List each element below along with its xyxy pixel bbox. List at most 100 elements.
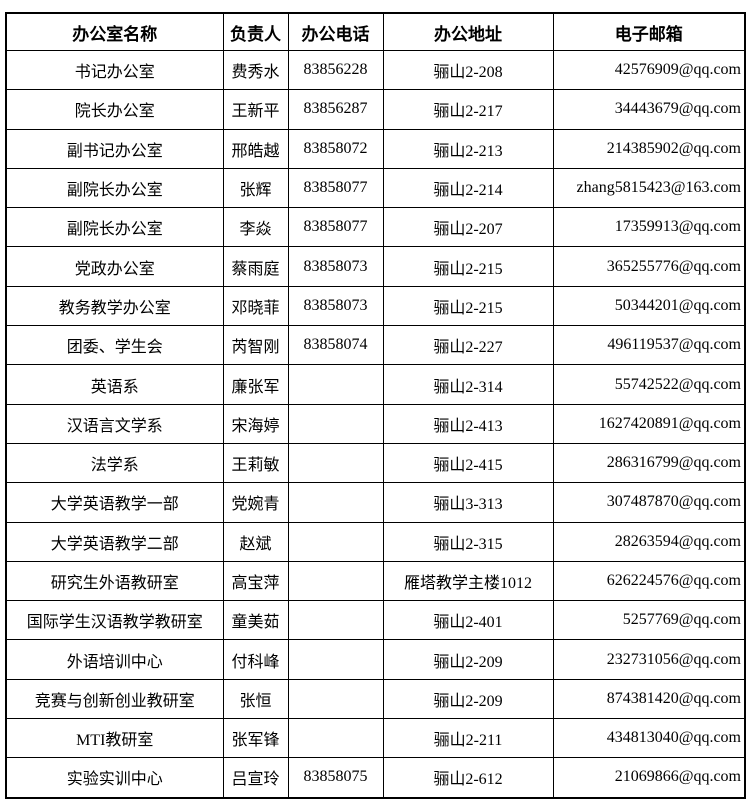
office-name-cell: 副书记办公室 bbox=[5, 128, 224, 169]
table-row: 党政办公室 蔡雨庭 83858073 骊山2-215 365255776@qq.com bbox=[5, 246, 746, 287]
address-cell: 骊山2-209 bbox=[382, 678, 554, 720]
address-cell: 骊山2-413 bbox=[382, 403, 554, 444]
person-cell: 童美茹 bbox=[222, 600, 289, 641]
address-cell: 骊山2-415 bbox=[382, 442, 554, 484]
email-cell: 214385902@qq.com bbox=[552, 128, 746, 169]
person-cell: 王莉敏 bbox=[222, 442, 289, 484]
table-row: 教务教学办公室 邓晓菲 83858073 骊山2-215 50344201@qq.com bbox=[5, 285, 746, 327]
office-name-cell: MTI教研室 bbox=[5, 718, 224, 759]
email-cell: 286316799@qq.com bbox=[552, 442, 746, 484]
office-name-cell: 大学英语教学二部 bbox=[5, 521, 224, 562]
email-cell: 434813040@qq.com bbox=[552, 718, 746, 759]
address-cell: 雁塔教学主楼1012 bbox=[382, 560, 554, 602]
office-name-cell: 教务教学办公室 bbox=[5, 285, 224, 327]
person-cell: 张恒 bbox=[222, 678, 289, 720]
table-row: 竞赛与创新创业教研室 张恒 骊山2-209 874381420@qq.com bbox=[5, 678, 746, 720]
person-cell: 廉张军 bbox=[222, 364, 289, 405]
table-row: 副书记办公室 邢皓越 83858072 骊山2-213 214385902@qq.com bbox=[5, 128, 746, 169]
person-cell: 张辉 bbox=[222, 167, 289, 209]
phone-cell bbox=[287, 678, 384, 720]
phone-cell: 83858077 bbox=[287, 207, 384, 248]
table-row: 副院长办公室 李焱 83858077 骊山2-207 17359913@qq.com bbox=[5, 207, 746, 248]
table-row: 大学英语教学一部 党婉青 骊山3-313 307487870@qq.com bbox=[5, 482, 746, 523]
office-name-cell: 党政办公室 bbox=[5, 246, 224, 287]
email-cell: 50344201@qq.com bbox=[552, 285, 746, 327]
phone-cell: 83858072 bbox=[287, 128, 384, 169]
address-cell: 骊山2-207 bbox=[382, 207, 554, 248]
address-cell: 骊山2-214 bbox=[382, 167, 554, 209]
address-cell: 骊山2-315 bbox=[382, 521, 554, 562]
phone-cell bbox=[287, 442, 384, 484]
email-cell: 626224576@qq.com bbox=[552, 560, 746, 602]
person-cell: 党婉青 bbox=[222, 482, 289, 523]
email-cell: 55742522@qq.com bbox=[552, 364, 746, 405]
phone-cell: 83858073 bbox=[287, 246, 384, 287]
office-name-cell: 书记办公室 bbox=[5, 49, 224, 91]
phone-cell bbox=[287, 482, 384, 523]
table-row: 国际学生汉语教学教研室 童美茹 骊山2-401 5257769@qq.com bbox=[5, 600, 746, 641]
table-row: 院长办公室 王新平 83856287 骊山2-217 34443679@qq.com bbox=[5, 89, 746, 130]
person-cell: 高宝萍 bbox=[222, 560, 289, 602]
office-contact-table: 办公室名称 负责人 办公电话 办公地址 电子邮箱 书记办公室 费秀水 8385622… bbox=[5, 12, 746, 799]
address-cell: 骊山2-314 bbox=[382, 364, 554, 405]
table-row: 英语系 廉张军 骊山2-314 55742522@qq.com bbox=[5, 364, 746, 405]
address-cell: 骊山2-217 bbox=[382, 89, 554, 130]
table-body: 书记办公室 费秀水 83856228 骊山2-208 42576909@qq.com 院长… bbox=[5, 49, 746, 799]
office-name-cell: 实验实训中心 bbox=[5, 757, 224, 799]
phone-cell bbox=[287, 718, 384, 759]
address-cell: 骊山2-209 bbox=[382, 639, 554, 680]
address-cell: 骊山3-313 bbox=[382, 482, 554, 523]
address-cell: 骊山2-211 bbox=[382, 718, 554, 759]
email-cell: zhang5815423@163.com bbox=[552, 167, 746, 209]
header-row: 办公室名称 负责人 办公电话 办公地址 电子邮箱 bbox=[5, 12, 746, 51]
phone-cell: 83856287 bbox=[287, 89, 384, 130]
table-row: 副院长办公室 张辉 83858077 骊山2-214 zhang5815423@163.… bbox=[5, 167, 746, 209]
table-row: 实验实训中心 吕宣玲 83858075 骊山2-612 21069866@qq.com bbox=[5, 757, 746, 799]
office-name-cell: 团委、学生会 bbox=[5, 325, 224, 366]
email-cell: 1627420891@qq.com bbox=[552, 403, 746, 444]
column-header-person-in-charge: 负责人 bbox=[222, 12, 289, 51]
column-header-office-name: 办公室名称 bbox=[5, 12, 224, 51]
office-name-cell: 外语培训中心 bbox=[5, 639, 224, 680]
email-cell: 496119537@qq.com bbox=[552, 325, 746, 366]
table-row: 书记办公室 费秀水 83856228 骊山2-208 42576909@qq.com bbox=[5, 49, 746, 91]
person-cell: 赵斌 bbox=[222, 521, 289, 562]
address-cell: 骊山2-612 bbox=[382, 757, 554, 799]
email-cell: 28263594@qq.com bbox=[552, 521, 746, 562]
person-cell: 邢皓越 bbox=[222, 128, 289, 169]
office-name-cell: 院长办公室 bbox=[5, 89, 224, 130]
person-cell: 蔡雨庭 bbox=[222, 246, 289, 287]
office-name-cell: 副院长办公室 bbox=[5, 207, 224, 248]
email-cell: 21069866@qq.com bbox=[552, 757, 746, 799]
person-cell: 芮智刚 bbox=[222, 325, 289, 366]
phone-cell bbox=[287, 403, 384, 444]
phone-cell: 83858075 bbox=[287, 757, 384, 799]
phone-cell: 83858077 bbox=[287, 167, 384, 209]
office-name-cell: 大学英语教学一部 bbox=[5, 482, 224, 523]
person-cell: 王新平 bbox=[222, 89, 289, 130]
office-name-cell: 研究生外语教研室 bbox=[5, 560, 224, 602]
address-cell: 骊山2-401 bbox=[382, 600, 554, 641]
address-cell: 骊山2-215 bbox=[382, 246, 554, 287]
person-cell: 付科峰 bbox=[222, 639, 289, 680]
phone-cell bbox=[287, 521, 384, 562]
phone-cell bbox=[287, 364, 384, 405]
person-cell: 费秀水 bbox=[222, 49, 289, 91]
table-row: 法学系 王莉敏 骊山2-415 286316799@qq.com bbox=[5, 442, 746, 484]
table-row: 外语培训中心 付科峰 骊山2-209 232731056@qq.com bbox=[5, 639, 746, 680]
table-row: 大学英语教学二部 赵斌 骊山2-315 28263594@qq.com bbox=[5, 521, 746, 562]
person-cell: 宋海婷 bbox=[222, 403, 289, 444]
office-name-cell: 英语系 bbox=[5, 364, 224, 405]
table-row: 汉语言文学系 宋海婷 骊山2-413 1627420891@qq.com bbox=[5, 403, 746, 444]
phone-cell: 83858074 bbox=[287, 325, 384, 366]
phone-cell: 83858073 bbox=[287, 285, 384, 327]
column-header-office-phone: 办公电话 bbox=[287, 12, 384, 51]
email-cell: 232731056@qq.com bbox=[552, 639, 746, 680]
email-cell: 5257769@qq.com bbox=[552, 600, 746, 641]
phone-cell bbox=[287, 560, 384, 602]
table-row: 研究生外语教研室 高宝萍 雁塔教学主楼1012 626224576@qq.com bbox=[5, 560, 746, 602]
phone-cell bbox=[287, 639, 384, 680]
phone-cell: 83856228 bbox=[287, 49, 384, 91]
office-name-cell: 汉语言文学系 bbox=[5, 403, 224, 444]
column-header-email: 电子邮箱 bbox=[552, 12, 746, 51]
